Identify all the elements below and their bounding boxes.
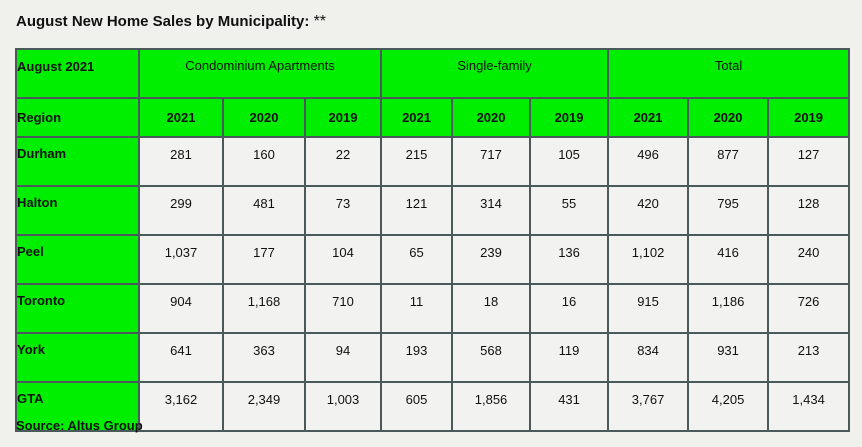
region-label: Halton: [15, 185, 140, 236]
table-cell: 363: [222, 332, 306, 383]
title-footnote-marker: **: [313, 13, 327, 30]
table-cell: 11: [380, 283, 454, 334]
table-cell: 215: [380, 136, 454, 187]
table-cell: 239: [451, 234, 532, 285]
table-cell: 420: [607, 185, 690, 236]
table-cell: 16: [529, 283, 610, 334]
table-row: Halton 299 481 73 121 314 55 420 795 128: [15, 185, 851, 236]
table-cell: 193: [380, 332, 454, 383]
table-cell: 177: [222, 234, 306, 285]
title-text: August New Home Sales by Municipality:: [16, 13, 310, 30]
table-cell: 904: [138, 283, 224, 334]
corner-label: August 2021: [15, 48, 140, 99]
table-cell: 1,003: [303, 381, 383, 432]
table-cell: 1,102: [607, 234, 690, 285]
table-cell: 481: [222, 185, 306, 236]
year-header: 2021: [380, 97, 454, 138]
table-cell: 160: [222, 136, 306, 187]
year-header: 2019: [767, 97, 851, 138]
table-cell: 104: [303, 234, 383, 285]
table-row: Toronto 904 1,168 710 11 18 16 915 1,186 726: [15, 283, 851, 334]
table-row: GTA 3,162 2,349 1,003 605 1,856 431 3,767 4,205 1…: [15, 381, 851, 432]
table-cell: 877: [687, 136, 770, 187]
table-cell: 314: [451, 185, 532, 236]
region-label: GTA: [15, 381, 140, 432]
year-header-row: Region 2021 2020 2019 2021 2020 2019 202…: [15, 97, 851, 138]
group-header-single-family: Single-family: [380, 48, 610, 99]
table-cell: 127: [767, 136, 851, 187]
table-cell: 726: [767, 283, 851, 334]
source-note: Source: Altus Group: [16, 418, 143, 433]
table-cell: 213: [767, 332, 851, 383]
table-cell: 105: [529, 136, 610, 187]
year-header: 2019: [303, 97, 383, 138]
region-header: Region: [15, 97, 140, 138]
table-cell: 94: [303, 332, 383, 383]
table-cell: 416: [687, 234, 770, 285]
table-cell: 1,168: [222, 283, 306, 334]
table-cell: 3,767: [607, 381, 690, 432]
table-cell: 281: [138, 136, 224, 187]
table-cell: 3,162: [138, 381, 224, 432]
table-cell: 431: [529, 381, 610, 432]
table-cell: 2,349: [222, 381, 306, 432]
table-cell: 795: [687, 185, 770, 236]
table-row: Durham 281 160 22 215 717 105 496 877 127: [15, 136, 851, 187]
page-title: August New Home Sales by Municipality: *…: [16, 13, 326, 31]
region-label: Toronto: [15, 283, 140, 334]
table-cell: 4,205: [687, 381, 770, 432]
table-cell: 931: [687, 332, 770, 383]
table-cell: 1,434: [767, 381, 851, 432]
table-cell: 119: [529, 332, 610, 383]
table-cell: 1,037: [138, 234, 224, 285]
table-cell: 128: [767, 185, 851, 236]
table-cell: 55: [529, 185, 610, 236]
table-body: Durham 281 160 22 215 717 105 496 877 127 Halton 29…: [15, 136, 851, 432]
table-cell: 1,856: [451, 381, 532, 432]
table-cell: 915: [607, 283, 690, 334]
table-cell: 605: [380, 381, 454, 432]
table-cell: 73: [303, 185, 383, 236]
table-cell: 299: [138, 185, 224, 236]
year-header: 2020: [222, 97, 306, 138]
region-label: Durham: [15, 136, 140, 187]
table-cell: 240: [767, 234, 851, 285]
year-header: 2021: [607, 97, 690, 138]
group-header-condo: Condominium Apartments: [137, 48, 383, 99]
year-header: 2019: [529, 97, 610, 138]
group-header-total: Total: [607, 48, 851, 99]
sales-table: August 2021 Condominium Apartments Singl…: [15, 48, 851, 432]
table-cell: 18: [451, 283, 532, 334]
table-row: York 641 363 94 193 568 119 834 931 213: [15, 332, 851, 383]
year-header: 2020: [451, 97, 532, 138]
table-cell: 1,186: [687, 283, 770, 334]
year-header: 2021: [138, 97, 224, 138]
table-cell: 121: [380, 185, 454, 236]
table-cell: 717: [451, 136, 532, 187]
table-cell: 641: [138, 332, 224, 383]
year-header: 2020: [687, 97, 770, 138]
region-label: Peel: [15, 234, 140, 285]
table-cell: 136: [529, 234, 610, 285]
table-cell: 65: [380, 234, 454, 285]
table-cell: 22: [303, 136, 383, 187]
table-cell: 710: [303, 283, 383, 334]
table-cell: 568: [451, 332, 532, 383]
group-header-row: August 2021 Condominium Apartments Singl…: [15, 48, 851, 99]
region-label: York: [15, 332, 140, 383]
table-row: Peel 1,037 177 104 65 239 136 1,102 416 240: [15, 234, 851, 285]
table-cell: 496: [607, 136, 690, 187]
table-cell: 834: [607, 332, 690, 383]
